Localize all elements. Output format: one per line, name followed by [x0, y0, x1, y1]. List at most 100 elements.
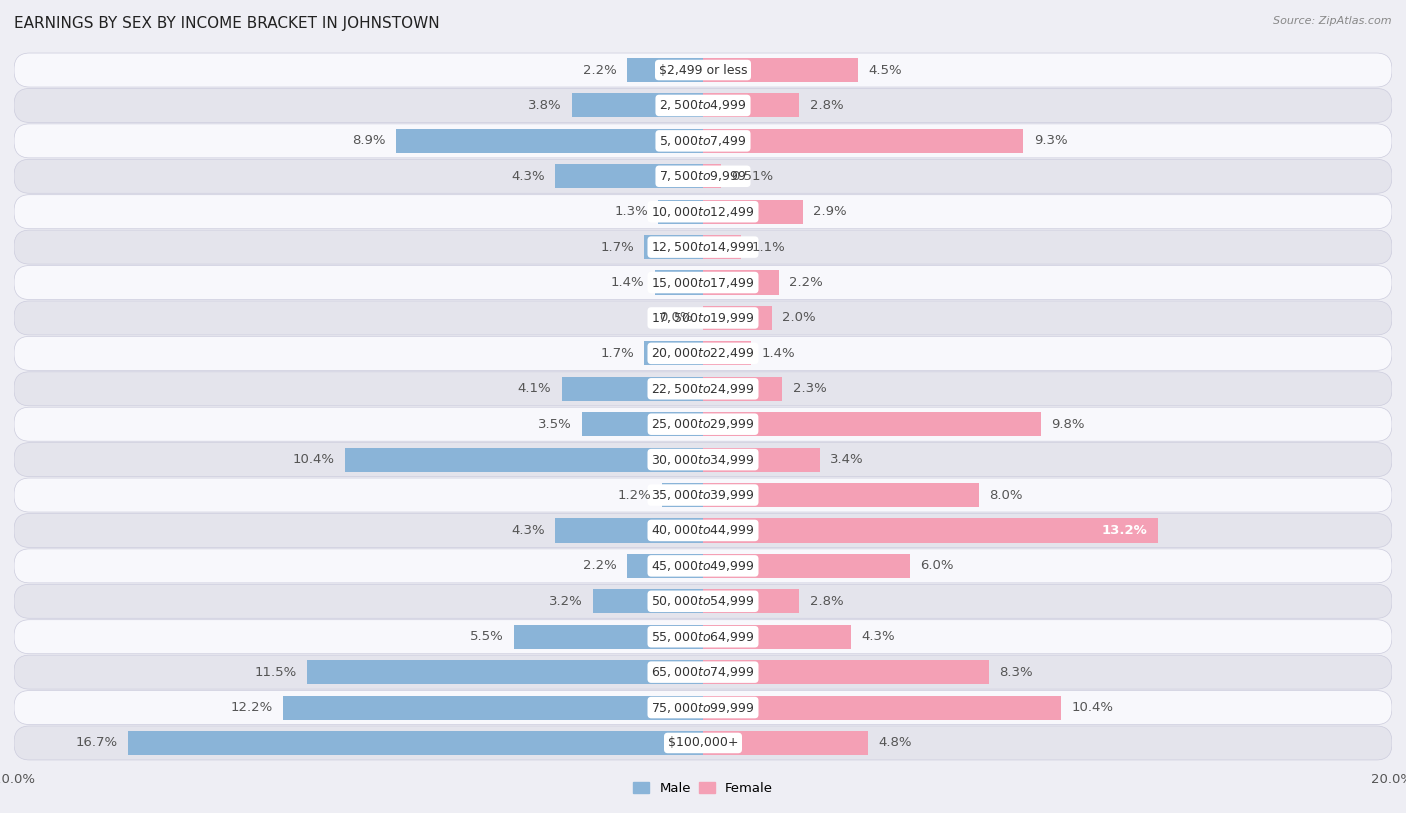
- Bar: [703, 58, 858, 82]
- FancyBboxPatch shape: [14, 585, 1392, 619]
- Bar: [513, 624, 703, 649]
- Text: Source: ZipAtlas.com: Source: ZipAtlas.com: [1274, 16, 1392, 26]
- Text: 2.8%: 2.8%: [810, 99, 844, 112]
- Text: 3.4%: 3.4%: [831, 453, 865, 466]
- Text: 1.7%: 1.7%: [600, 241, 634, 254]
- Text: $75,000 to $99,999: $75,000 to $99,999: [651, 701, 755, 715]
- FancyBboxPatch shape: [14, 620, 1392, 654]
- Bar: [703, 412, 1040, 437]
- Bar: [703, 448, 820, 472]
- Text: 4.3%: 4.3%: [510, 170, 544, 183]
- Text: 6.0%: 6.0%: [920, 559, 953, 572]
- Bar: [703, 731, 869, 755]
- Text: $55,000 to $64,999: $55,000 to $64,999: [651, 630, 755, 644]
- FancyBboxPatch shape: [14, 53, 1392, 87]
- Text: $25,000 to $29,999: $25,000 to $29,999: [651, 417, 755, 431]
- Text: 13.2%: 13.2%: [1102, 524, 1147, 537]
- Bar: [593, 589, 703, 613]
- Text: 2.2%: 2.2%: [789, 276, 823, 289]
- FancyBboxPatch shape: [14, 407, 1392, 441]
- Bar: [703, 306, 772, 330]
- Bar: [703, 589, 800, 613]
- Text: 1.1%: 1.1%: [751, 241, 785, 254]
- Text: 8.0%: 8.0%: [988, 489, 1022, 502]
- Bar: [555, 519, 703, 542]
- Text: 2.2%: 2.2%: [583, 559, 617, 572]
- Bar: [655, 271, 703, 294]
- Bar: [703, 200, 803, 224]
- FancyBboxPatch shape: [14, 124, 1392, 158]
- Bar: [703, 660, 988, 685]
- FancyBboxPatch shape: [14, 514, 1392, 547]
- Bar: [703, 164, 720, 189]
- Text: $5,000 to $7,499: $5,000 to $7,499: [659, 134, 747, 148]
- Text: 5.5%: 5.5%: [470, 630, 503, 643]
- FancyBboxPatch shape: [14, 549, 1392, 583]
- Bar: [307, 660, 703, 685]
- Bar: [396, 128, 703, 153]
- Text: $100,000+: $100,000+: [668, 737, 738, 750]
- Text: 2.3%: 2.3%: [793, 382, 827, 395]
- Bar: [644, 341, 703, 365]
- Bar: [703, 554, 910, 578]
- Text: $2,500 to $4,999: $2,500 to $4,999: [659, 98, 747, 112]
- Text: 1.4%: 1.4%: [610, 276, 644, 289]
- FancyBboxPatch shape: [14, 726, 1392, 760]
- Text: 0.51%: 0.51%: [731, 170, 773, 183]
- FancyBboxPatch shape: [14, 478, 1392, 512]
- Text: 1.3%: 1.3%: [614, 205, 648, 218]
- Text: 10.4%: 10.4%: [292, 453, 335, 466]
- Text: $12,500 to $14,999: $12,500 to $14,999: [651, 240, 755, 254]
- Text: 4.5%: 4.5%: [869, 63, 903, 76]
- Text: 16.7%: 16.7%: [76, 737, 117, 750]
- Bar: [703, 341, 751, 365]
- Text: 11.5%: 11.5%: [254, 666, 297, 679]
- Bar: [703, 376, 782, 401]
- Bar: [703, 235, 741, 259]
- Text: $20,000 to $22,499: $20,000 to $22,499: [651, 346, 755, 360]
- Text: 1.4%: 1.4%: [762, 347, 796, 360]
- Text: 8.3%: 8.3%: [1000, 666, 1033, 679]
- Bar: [562, 376, 703, 401]
- Text: $50,000 to $54,999: $50,000 to $54,999: [651, 594, 755, 608]
- Text: 2.0%: 2.0%: [782, 311, 815, 324]
- Text: $30,000 to $34,999: $30,000 to $34,999: [651, 453, 755, 467]
- Bar: [703, 271, 779, 294]
- FancyBboxPatch shape: [14, 266, 1392, 299]
- Text: 9.8%: 9.8%: [1050, 418, 1084, 431]
- Bar: [658, 200, 703, 224]
- Legend: Male, Female: Male, Female: [627, 777, 779, 801]
- FancyBboxPatch shape: [14, 337, 1392, 371]
- Text: $7,500 to $9,999: $7,500 to $9,999: [659, 169, 747, 183]
- Text: $45,000 to $49,999: $45,000 to $49,999: [651, 559, 755, 573]
- Text: 1.7%: 1.7%: [600, 347, 634, 360]
- Text: 8.9%: 8.9%: [353, 134, 387, 147]
- Bar: [703, 93, 800, 118]
- FancyBboxPatch shape: [14, 230, 1392, 264]
- FancyBboxPatch shape: [14, 690, 1392, 724]
- Bar: [555, 164, 703, 189]
- Text: $17,500 to $19,999: $17,500 to $19,999: [651, 311, 755, 325]
- Bar: [572, 93, 703, 118]
- Bar: [703, 483, 979, 507]
- Bar: [703, 624, 851, 649]
- Bar: [703, 695, 1062, 720]
- Text: 9.3%: 9.3%: [1033, 134, 1067, 147]
- Text: 2.2%: 2.2%: [583, 63, 617, 76]
- Text: $35,000 to $39,999: $35,000 to $39,999: [651, 488, 755, 502]
- Text: 3.2%: 3.2%: [548, 595, 582, 608]
- FancyBboxPatch shape: [14, 655, 1392, 689]
- Text: $65,000 to $74,999: $65,000 to $74,999: [651, 665, 755, 679]
- Bar: [128, 731, 703, 755]
- Text: 4.3%: 4.3%: [862, 630, 896, 643]
- Bar: [644, 235, 703, 259]
- FancyBboxPatch shape: [14, 89, 1392, 123]
- Bar: [582, 412, 703, 437]
- Text: 2.8%: 2.8%: [810, 595, 844, 608]
- FancyBboxPatch shape: [14, 194, 1392, 228]
- Bar: [662, 483, 703, 507]
- Text: 4.3%: 4.3%: [510, 524, 544, 537]
- Text: 12.2%: 12.2%: [231, 701, 273, 714]
- Bar: [283, 695, 703, 720]
- Bar: [703, 519, 1157, 542]
